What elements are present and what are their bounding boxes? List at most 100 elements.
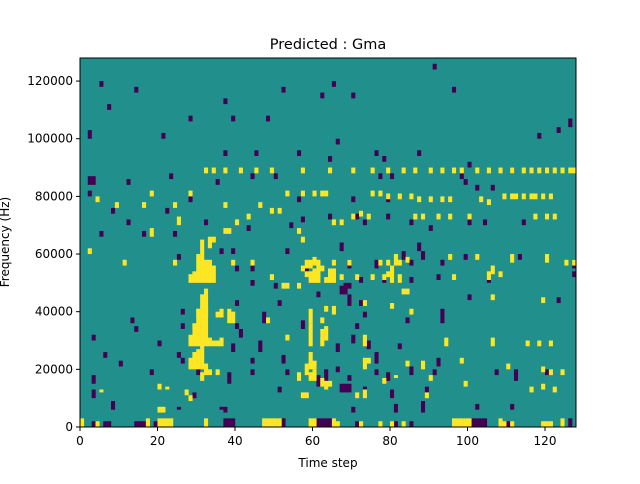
heatmap-cell-high (297, 282, 302, 289)
heatmap-cell-high (331, 305, 336, 315)
heatmap-cell-high (99, 389, 104, 393)
heatmap-cell-high (328, 167, 333, 174)
heatmap-cell-low (87, 130, 92, 139)
heatmap-cell-low (246, 225, 251, 231)
heatmap-cell-low (223, 406, 228, 413)
heatmap-cell-high (564, 259, 569, 266)
heatmap-cell-low (351, 406, 356, 413)
heatmap-cell-high (455, 418, 460, 427)
heatmap-cell-high (300, 167, 305, 174)
heatmap-cell-low (359, 277, 364, 283)
heatmap-cell-high (80, 418, 85, 427)
heatmap-cell-high (331, 268, 336, 283)
heatmap-cell-high (204, 259, 209, 283)
heatmap-cell-high (502, 421, 507, 427)
heatmap-cell-low (223, 150, 228, 157)
heatmap-cell-high (521, 167, 526, 174)
heatmap-cell-high (421, 360, 426, 370)
heatmap-cell-high (560, 167, 565, 174)
heatmap-cell-low (142, 421, 147, 427)
heatmap-cell-low (390, 389, 395, 399)
heatmap-cell-high (269, 418, 274, 427)
heatmap-cell-high (316, 259, 321, 283)
heatmap-cell-low (471, 418, 476, 427)
heatmap-cell-low (250, 173, 255, 180)
heatmap-cell-high (297, 228, 302, 234)
heatmap-cell-high (498, 167, 503, 174)
heatmap-cell-high (370, 190, 375, 197)
heatmap-cell-low (440, 317, 445, 324)
heatmap-cell-low (556, 297, 561, 304)
heatmap-cell-high (339, 274, 344, 280)
heatmap-cell-low (417, 242, 422, 252)
heatmap-cell-low (173, 230, 178, 237)
x-tick-label: 100 (456, 434, 479, 448)
heatmap-cell-low (316, 418, 321, 427)
heatmap-cell-low (180, 308, 185, 315)
heatmap-cell-high (529, 386, 534, 393)
heatmap-cell-high (95, 196, 100, 203)
heatmap-cell-high (223, 167, 228, 174)
heatmap-cells (80, 58, 577, 427)
heatmap-cell-high (192, 352, 197, 370)
heatmap-cell-high (436, 213, 441, 220)
y-tick-label: 0 (65, 420, 73, 434)
heatmap-cell-low (347, 383, 352, 393)
chart-title: Predicted : Gma (270, 37, 386, 53)
heatmap-cell-low (176, 406, 181, 410)
heatmap-cell-high (254, 167, 259, 174)
heatmap-cell-high (448, 213, 453, 220)
heatmap-cell-high (568, 167, 573, 174)
heatmap-cell-high (366, 213, 371, 220)
heatmap-cell-high (335, 421, 340, 427)
heatmap-cell-high (463, 418, 468, 427)
heatmap-cell-high (188, 395, 193, 402)
heatmap-cell-high (246, 213, 251, 220)
heatmap-cell-low (421, 401, 426, 413)
heatmap-cell-high (173, 202, 178, 208)
heatmap-cell-high (386, 271, 391, 278)
heatmap-cell-low (328, 418, 333, 427)
heatmap-cell-high (308, 352, 313, 370)
heatmap-cell-low (347, 375, 352, 381)
heatmap-cell-high (502, 193, 507, 200)
heatmap-cell-high (459, 167, 464, 174)
heatmap-cell-low (362, 219, 367, 226)
heatmap-cell-high (498, 271, 503, 278)
heatmap-cell-high (428, 167, 433, 174)
heatmap-cell-low (258, 340, 263, 353)
heatmap-cell-high (572, 259, 577, 266)
heatmap-cell-high (300, 392, 305, 399)
heatmap-cell-low (273, 173, 278, 180)
heatmap-cell-low (374, 259, 379, 269)
heatmap-cell-low (192, 392, 197, 399)
heatmap-cell-high (359, 210, 364, 217)
heatmap-cell-high (122, 259, 127, 266)
heatmap-cell-low (134, 86, 139, 93)
heatmap-cell-low (188, 196, 193, 203)
heatmap-cell-low (196, 366, 201, 376)
heatmap-cell-high (196, 308, 201, 347)
heatmap-cell-low (378, 173, 383, 180)
heatmap-cell-high (184, 389, 189, 396)
heatmap-cell-high (475, 254, 480, 260)
heatmap-cell-low (355, 421, 360, 427)
heatmap-cell-low (490, 184, 495, 191)
heatmap-cell-high (525, 340, 530, 347)
heatmap-cell-high (475, 167, 480, 174)
heatmap-cell-high (510, 167, 515, 174)
heatmap-cell-high (308, 271, 313, 283)
heatmap-cell-high (176, 216, 181, 226)
heatmap-cell-high (510, 421, 515, 427)
heatmap-cell-high (312, 256, 317, 266)
heatmap-cell-low (343, 383, 348, 393)
heatmap-cell-low (463, 179, 468, 185)
heatmap-cell-low (432, 369, 437, 376)
y-tick-label: 20000 (35, 362, 73, 376)
heatmap-cell-high (448, 196, 453, 203)
heatmap-cell-low (568, 118, 573, 128)
heatmap-cell-low (351, 334, 356, 344)
heatmap-cell-high (238, 167, 243, 174)
y-tick-label: 120000 (27, 74, 73, 88)
